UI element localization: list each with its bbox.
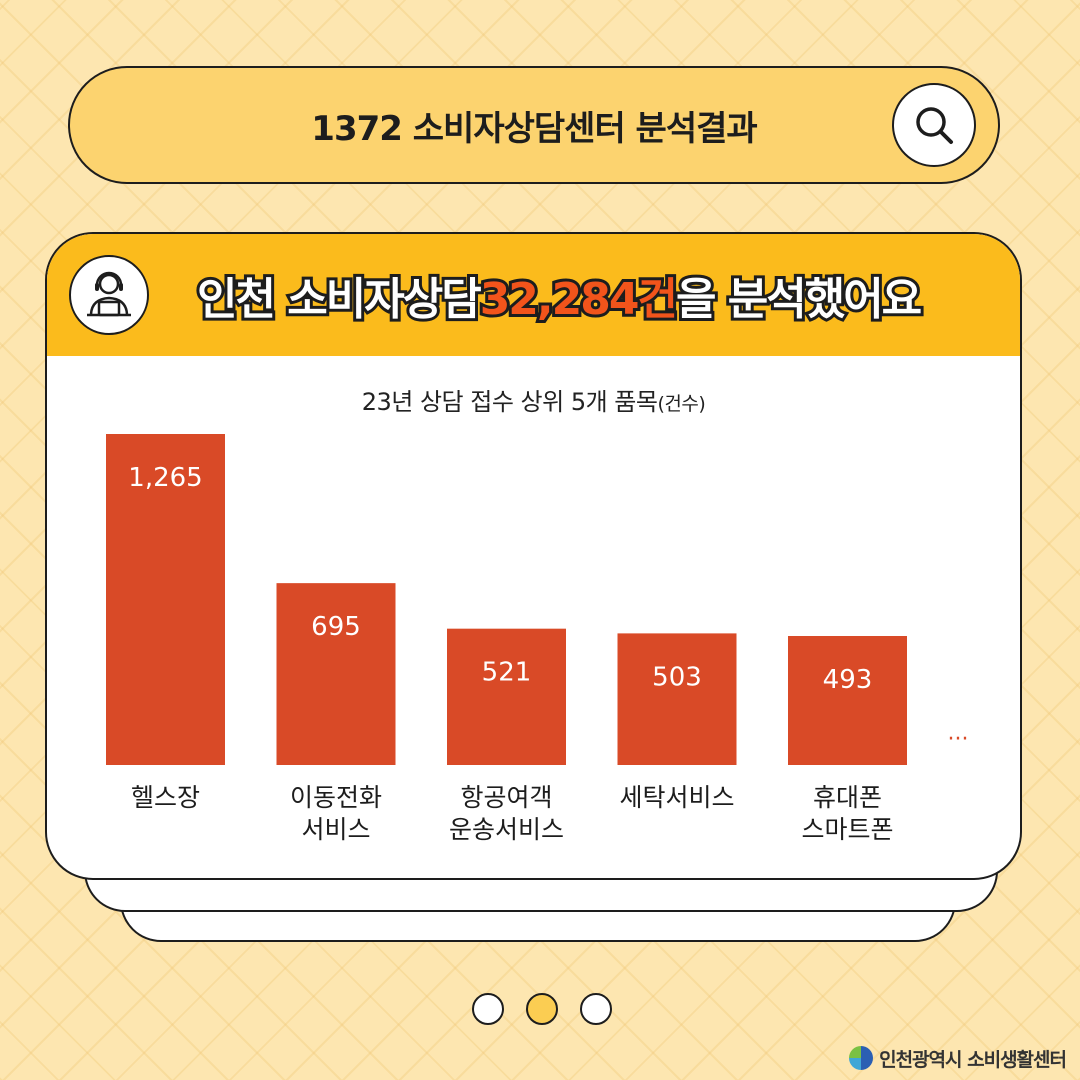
bar-4 bbox=[617, 633, 737, 765]
bar-3 bbox=[447, 628, 566, 765]
pagination bbox=[472, 993, 612, 1027]
category-label-4-line-1: 세탁서비스 bbox=[619, 783, 734, 812]
bar-value-label-2: 695 bbox=[311, 612, 361, 642]
headline-suffix: 을 분석했어요 bbox=[673, 271, 925, 328]
category-label-2-line-2: 서비스 bbox=[301, 815, 370, 844]
category-label-5-line-2: 스마트폰 bbox=[801, 815, 893, 844]
headline-prefix: 인천 소비자상담 bbox=[194, 271, 485, 328]
search-button[interactable] bbox=[892, 83, 976, 167]
card-header: 인천 소비자상담 32,284건 을 분석했어요 bbox=[47, 234, 1020, 356]
search-bar[interactable]: 1372 소비자상담센터 분석결과 bbox=[68, 66, 1000, 184]
avatar bbox=[69, 255, 149, 335]
bar-1 bbox=[106, 434, 225, 765]
bar-value-label-5: 493 bbox=[823, 665, 873, 695]
bar-value-label-4: 503 bbox=[652, 662, 702, 692]
category-label-3-line-2: 운송서비스 bbox=[449, 815, 564, 844]
org-logo-icon bbox=[849, 1046, 874, 1070]
category-label-3-line-1: 항공여객 bbox=[460, 783, 552, 812]
page-dot-2[interactable] bbox=[526, 993, 558, 1025]
chart-title: 23년 상담 접수 상위 5개 품목(건수) bbox=[47, 382, 1020, 417]
headline: 인천 소비자상담 32,284건 을 분석했어요 bbox=[194, 262, 925, 328]
category-label-1-line-1: 헬스장 bbox=[131, 783, 200, 812]
bar-value-label-3: 521 bbox=[482, 658, 532, 688]
bar-2 bbox=[276, 583, 396, 765]
headline-count: 32,284건 bbox=[477, 271, 681, 328]
chart-title-text: 23년 상담 접수 상위 5개 품목 bbox=[361, 388, 658, 416]
result-card: 인천 소비자상담 32,284건 을 분석했어요 23년 상담 접수 상위 5개… bbox=[45, 232, 1022, 880]
category-label-5-line-1: 휴대폰 bbox=[813, 783, 882, 812]
more-items-marker: ··· bbox=[948, 727, 969, 752]
footer-org: 인천광역시 소비생활센터 bbox=[849, 1044, 1067, 1072]
page-dot-1[interactable] bbox=[472, 993, 504, 1025]
counselor-headset-icon bbox=[87, 271, 131, 317]
page-title: 1372 소비자상담센터 분석결과 bbox=[311, 108, 757, 149]
bar-5 bbox=[788, 636, 907, 765]
search-icon bbox=[916, 107, 953, 144]
category-label-2-line-1: 이동전화 bbox=[290, 783, 382, 812]
footer-org-name: 인천광역시 소비생활센터 bbox=[879, 1048, 1067, 1071]
bar-value-label-1: 1,265 bbox=[128, 463, 202, 493]
page-dot-3[interactable] bbox=[580, 993, 612, 1025]
chart-unit: (건수) bbox=[657, 393, 706, 415]
